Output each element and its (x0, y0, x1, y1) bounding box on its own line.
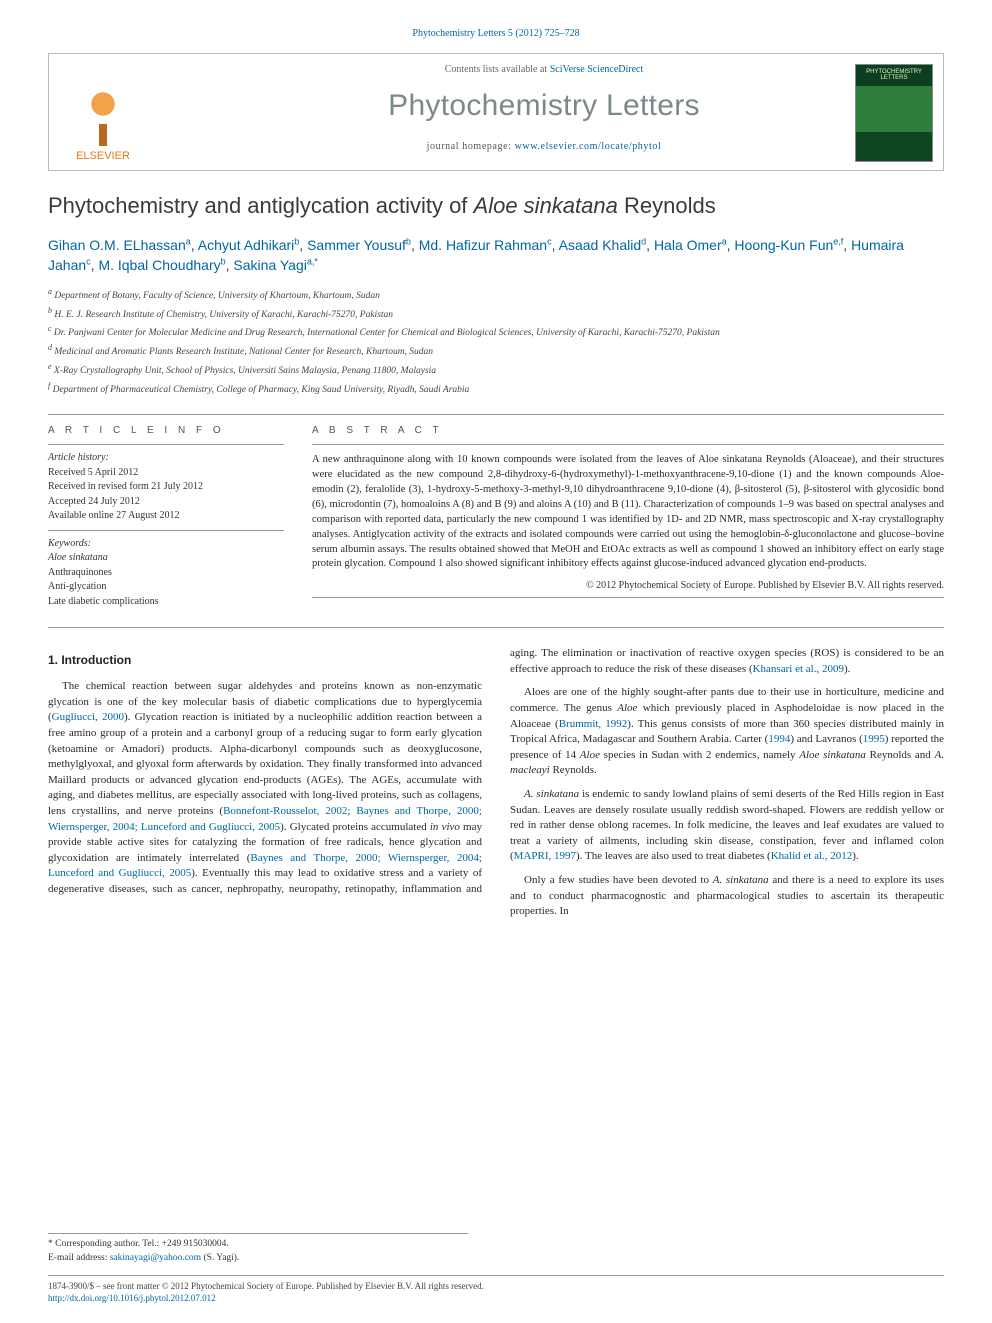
keyword: Aloe sinkatana (48, 551, 284, 566)
section-heading-introduction: 1. Introduction (48, 652, 482, 669)
corr-tel: * Corresponding author. Tel.: +249 91503… (48, 1238, 468, 1251)
author-link[interactable]: Md. Hafizur Rahmanc (419, 237, 552, 253)
history-line: Accepted 24 July 2012 (48, 495, 284, 510)
history-line: Available online 27 August 2012 (48, 509, 284, 524)
citation-link[interactable]: Gugliucci, 2000 (52, 711, 124, 723)
keywords-label: Keywords: (48, 537, 284, 552)
keyword: Anti-glycation (48, 580, 284, 595)
citation-link[interactable]: MAPRI, 1997 (514, 850, 576, 862)
issn-copyright-line: 1874-3900/$ – see front matter © 2012 Ph… (48, 1280, 944, 1293)
affiliation: a Department of Botany, Faculty of Scien… (48, 286, 944, 304)
elsevier-logo-label: ELSEVIER (76, 150, 130, 162)
citation-link[interactable]: Baynes and Thorpe, 2000; Wiernsperger, 2… (48, 852, 482, 880)
journal-name: Phytochemistry Letters (159, 89, 929, 123)
citation-link[interactable]: 1994 (768, 733, 790, 745)
elsevier-logo: ELSEVIER (59, 64, 147, 162)
contents-prefix: Contents lists available at (445, 64, 550, 75)
citation-link[interactable]: 1995 (863, 733, 885, 745)
article-body: 1. Introduction The chemical reaction be… (48, 646, 944, 920)
author-link[interactable]: M. Iqbal Choudharyb (98, 257, 225, 273)
running-head: Phytochemistry Letters 5 (2012) 725–728 (48, 28, 944, 39)
homepage-prefix: journal homepage: (427, 141, 515, 152)
article-history: Article history: Received 5 April 2012Re… (48, 451, 284, 524)
author-link[interactable]: Hoong-Kun Fune,f (734, 237, 843, 253)
title-pre: Phytochemistry and antiglycation activit… (48, 193, 474, 218)
abstract-text: A new anthraquinone along with 10 known … (312, 453, 944, 572)
author-list: Gihan O.M. ELhassana, Achyut Adhikarib, … (48, 235, 944, 276)
history-line: Received 5 April 2012 (48, 466, 284, 481)
abstract-column: A B S T R A C T A new anthraquinone alon… (312, 425, 944, 609)
article-title: Phytochemistry and antiglycation activit… (48, 193, 944, 219)
journal-homepage-line: journal homepage: www.elsevier.com/locat… (159, 141, 929, 152)
body-paragraph: A. sinkatana is endemic to sandy lowland… (510, 787, 944, 865)
sciencedirect-link[interactable]: SciVerse ScienceDirect (550, 64, 644, 75)
citation-link[interactable]: Brummit, 1992 (559, 718, 628, 730)
author-link[interactable]: Sakina Yagia,* (233, 257, 317, 273)
abstract-heading: A B S T R A C T (312, 425, 944, 436)
history-line: Received in revised form 21 July 2012 (48, 480, 284, 495)
affiliation-list: a Department of Botany, Faculty of Scien… (48, 286, 944, 399)
keyword: Anthraquinones (48, 566, 284, 581)
author-link[interactable]: Gihan O.M. ELhassana (48, 237, 191, 253)
affiliation: b H. E. J. Research Institute of Chemist… (48, 305, 944, 323)
contents-available-line: Contents lists available at SciVerse Sci… (159, 64, 929, 75)
corr-email-label: E-mail address: (48, 1253, 110, 1263)
body-paragraph: Aloes are one of the highly sought-after… (510, 685, 944, 779)
doi-link[interactable]: http://dx.doi.org/10.1016/j.phytol.2012.… (48, 1293, 216, 1303)
author-link[interactable]: Sammer Yousufb (307, 237, 411, 253)
keyword: Late diabetic complications (48, 595, 284, 610)
journal-masthead: ELSEVIER Contents lists available at Sci… (48, 53, 944, 171)
history-label: Article history: (48, 451, 284, 466)
corresponding-author-footnote: * Corresponding author. Tel.: +249 91503… (48, 1233, 468, 1265)
affiliation: e X-Ray Crystallography Unit, School of … (48, 361, 944, 379)
running-head-link[interactable]: Phytochemistry Letters 5 (2012) 725–728 (412, 28, 579, 39)
affiliation: c Dr. Panjwani Center for Molecular Medi… (48, 323, 944, 341)
cover-thumb-label: PHYTOCHEMISTRY LETTERS (856, 69, 932, 81)
abstract-copyright: © 2012 Phytochemical Society of Europe. … (312, 580, 944, 591)
divider (48, 414, 944, 415)
citation-link[interactable]: Bonnefont-Rousselot, 2002; Baynes and Th… (48, 805, 482, 833)
affiliation: f Department of Pharmaceutical Chemistry… (48, 380, 944, 398)
author-link[interactable]: Achyut Adhikarib (198, 237, 300, 253)
elsevier-tree-icon (73, 86, 133, 146)
citation-link[interactable]: Khansari et al., 2009 (753, 663, 844, 675)
body-paragraph: Only a few studies have been devoted to … (510, 873, 944, 920)
title-post: Reynolds (618, 193, 716, 218)
journal-cover-thumbnail: PHYTOCHEMISTRY LETTERS (855, 64, 933, 162)
front-matter-footer: 1874-3900/$ – see front matter © 2012 Ph… (48, 1275, 944, 1305)
citation-link[interactable]: Khalid et al., 2012 (771, 850, 853, 862)
divider (48, 627, 944, 628)
corr-email-link[interactable]: sakinayagi@yahoo.com (110, 1253, 201, 1263)
article-info-column: A R T I C L E I N F O Article history: R… (48, 425, 284, 609)
author-link[interactable]: Hala Omera (654, 237, 727, 253)
corr-email-suffix: (S. Yagi). (201, 1253, 239, 1263)
keywords-block: Keywords: Aloe sinkatanaAnthraquinonesAn… (48, 537, 284, 610)
title-italic: Aloe sinkatana (474, 193, 618, 218)
article-info-heading: A R T I C L E I N F O (48, 425, 284, 436)
author-link[interactable]: Asaad Khalidd (559, 237, 647, 253)
journal-homepage-link[interactable]: www.elsevier.com/locate/phytol (515, 141, 662, 152)
affiliation: d Medicinal and Aromatic Plants Research… (48, 342, 944, 360)
